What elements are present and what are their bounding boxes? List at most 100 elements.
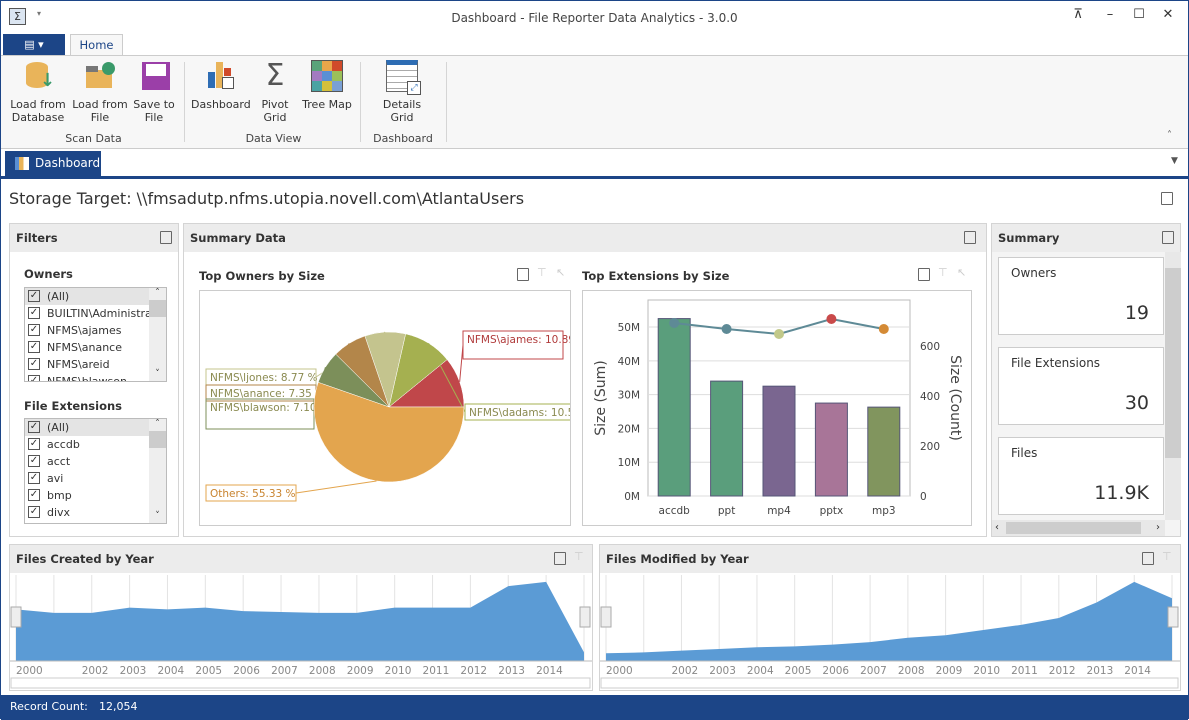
export-icon[interactable] — [1142, 552, 1154, 565]
list-item[interactable]: ✓ accdb — [25, 436, 166, 453]
checkbox[interactable]: ✓ — [28, 489, 40, 501]
range-handle-left — [600, 606, 612, 628]
checkbox[interactable]: ✓ — [28, 438, 40, 450]
line-point — [826, 314, 837, 324]
minimize-button[interactable]: – — [1106, 7, 1114, 22]
list-item[interactable]: ✓ NFMS\ajames — [25, 322, 166, 339]
list-item[interactable]: ✓ (All) — [25, 419, 166, 436]
export-icon[interactable] — [918, 268, 930, 281]
details-grid-button[interactable]: ⤢ Details Grid — [375, 60, 429, 124]
tab-home[interactable]: Home — [70, 34, 123, 56]
pie-label-text: NFMS\blawson: 7.10 % — [210, 402, 330, 414]
list-item[interactable]: ✓ NFMS\areid — [25, 356, 166, 373]
area-series — [606, 581, 1172, 661]
owners-list[interactable]: ✓ (All) ✓ BUILTIN\Administrat ✓ NFMS\ajames ✓ N… — [24, 287, 167, 382]
checkbox[interactable]: ✓ — [28, 324, 40, 336]
save-to-file-button[interactable]: Save to File — [131, 60, 177, 124]
checkbox[interactable]: ✓ — [28, 341, 40, 353]
checkbox[interactable]: ✓ — [28, 472, 40, 484]
collapse-ribbon-icon[interactable]: ˄ — [1167, 130, 1172, 141]
summary-card-file-extensions: File Extensions 30 — [998, 347, 1164, 425]
list-item-label: NFMS\ajames — [47, 324, 122, 337]
checkbox[interactable]: ✓ — [28, 375, 40, 381]
status-bar: Record Count: 12,054 — [1, 695, 1188, 720]
clear-filter-icon[interactable]: ⊤ — [537, 266, 547, 279]
pie-label-text: Others: 55.33 % — [210, 488, 296, 500]
files-modified-chart[interactable]: 2000 2002 2003 2004 2005 2006 2007 2008 2009 2010… — [600, 573, 1180, 690]
list-item[interactable]: ✓ avi — [25, 470, 166, 487]
y-tick-label: 10M — [618, 457, 640, 469]
x-tick-label: 2012 — [1049, 665, 1076, 677]
horizontal-scrollbar[interactable]: ‹ › — [992, 520, 1165, 536]
list-item[interactable]: ✓ BUILTIN\Administrat — [25, 305, 166, 322]
checkbox[interactable]: ✓ — [28, 358, 40, 370]
pie-label: NFMS\dadams: 10.55 % — [464, 403, 570, 421]
checkbox[interactable]: ✓ — [28, 455, 40, 467]
checkbox[interactable]: ✓ — [28, 290, 40, 302]
clear-filter-icon[interactable]: ⊤ — [1162, 550, 1172, 563]
drill-up-icon[interactable]: ↖ — [957, 266, 967, 279]
list-item[interactable]: ✓ NFMS\anance — [25, 339, 166, 356]
maximize-button[interactable]: ☐ — [1133, 7, 1145, 22]
storage-target-title: Storage Target: \\fmsadutp.nfms.utopia.n… — [9, 189, 525, 208]
pie-label: Others: 55.33 % — [205, 484, 297, 502]
x-tick-label: 2010 — [385, 665, 412, 677]
record-count-value: 12,054 — [99, 700, 138, 713]
list-item[interactable]: ✓ NFMS\blawson — [25, 373, 166, 381]
quick-access-dropdown-icon[interactable]: ▾ — [37, 9, 42, 18]
list-item[interactable]: ✓ bmp — [25, 487, 166, 504]
y2-axis-title: Size (Count) — [947, 355, 963, 441]
checkbox[interactable]: ✓ — [28, 421, 40, 433]
tab-list-dropdown-icon[interactable]: ▼ — [1171, 156, 1178, 166]
checkbox[interactable]: ✓ — [28, 307, 40, 319]
y2-tick-label: 600 — [920, 341, 940, 353]
export-icon[interactable] — [517, 268, 529, 281]
group-separator — [184, 62, 185, 142]
export-icon[interactable] — [1161, 192, 1173, 205]
drill-up-icon[interactable]: ↖ — [556, 266, 566, 279]
area-series — [16, 581, 584, 661]
export-icon[interactable] — [160, 231, 172, 244]
checkbox[interactable]: ✓ — [28, 506, 40, 518]
list-item[interactable]: ✓ (All) — [25, 288, 166, 305]
y-tick-label: 50M — [618, 322, 640, 334]
list-item[interactable]: ✓ acct — [25, 453, 166, 470]
scrollbar[interactable]: ˄ ˅ — [149, 288, 166, 381]
y2-tick-label: 400 — [920, 391, 940, 403]
tab-dashboard[interactable]: Dashboard — [5, 151, 101, 176]
line-point — [774, 329, 784, 339]
group-dashboard-label: Dashboard — [373, 132, 433, 145]
files-created-chart[interactable]: 2000 2002 2003 2004 2005 2006 2007 2008 2009 2010… — [10, 573, 592, 690]
restore-ribbon-button[interactable]: ⊼ — [1073, 7, 1083, 22]
dashboard-view-button[interactable]: Dashboard — [191, 60, 251, 111]
owners-label: Owners — [24, 267, 73, 281]
tree-map-button[interactable]: Tree Map — [301, 60, 353, 111]
scrollbar[interactable]: ˄ ˅ — [149, 419, 166, 523]
document-tab-bar — [1, 149, 1188, 179]
list-item[interactable]: ✓ divx — [25, 504, 166, 521]
load-from-database-button[interactable]: ↓ Load from Database — [9, 60, 67, 124]
clear-filter-icon[interactable]: ⊤ — [938, 266, 948, 279]
export-icon[interactable] — [1162, 231, 1174, 244]
export-icon[interactable] — [554, 552, 566, 565]
clear-filter-icon[interactable]: ⊤ — [574, 550, 584, 563]
vertical-scrollbar[interactable] — [1165, 252, 1181, 520]
file-extensions-list[interactable]: ✓ (All) ✓ accdb ✓ acct ✓ avi ✓ bmp ✓ divx ˄ ˅ — [24, 418, 167, 524]
file-menu-button[interactable]: ▤ ▾ — [3, 34, 65, 56]
x-tick-label: mp4 — [767, 505, 791, 517]
x-tick-label: 2002 — [671, 665, 698, 677]
app-icon: Σ — [9, 8, 26, 25]
bar — [867, 406, 901, 497]
x-tick-label: 2014 — [536, 665, 563, 677]
x-tick-label: 2013 — [498, 665, 525, 677]
pie-label-text: NFMS\ajames: 10.89 % — [467, 334, 571, 346]
export-icon[interactable] — [964, 231, 976, 244]
range-scrollbar — [10, 677, 591, 689]
dashboard-icon — [204, 60, 236, 92]
y2-tick-label: 0 — [920, 491, 927, 503]
load-from-file-button[interactable]: Load from File — [71, 60, 129, 124]
x-tick-label: 2010 — [973, 665, 1000, 677]
pivot-grid-button[interactable]: Σ Pivot Grid — [255, 60, 295, 125]
list-item-label: BUILTIN\Administrat — [47, 307, 157, 320]
close-button[interactable]: ✕ — [1162, 7, 1174, 22]
